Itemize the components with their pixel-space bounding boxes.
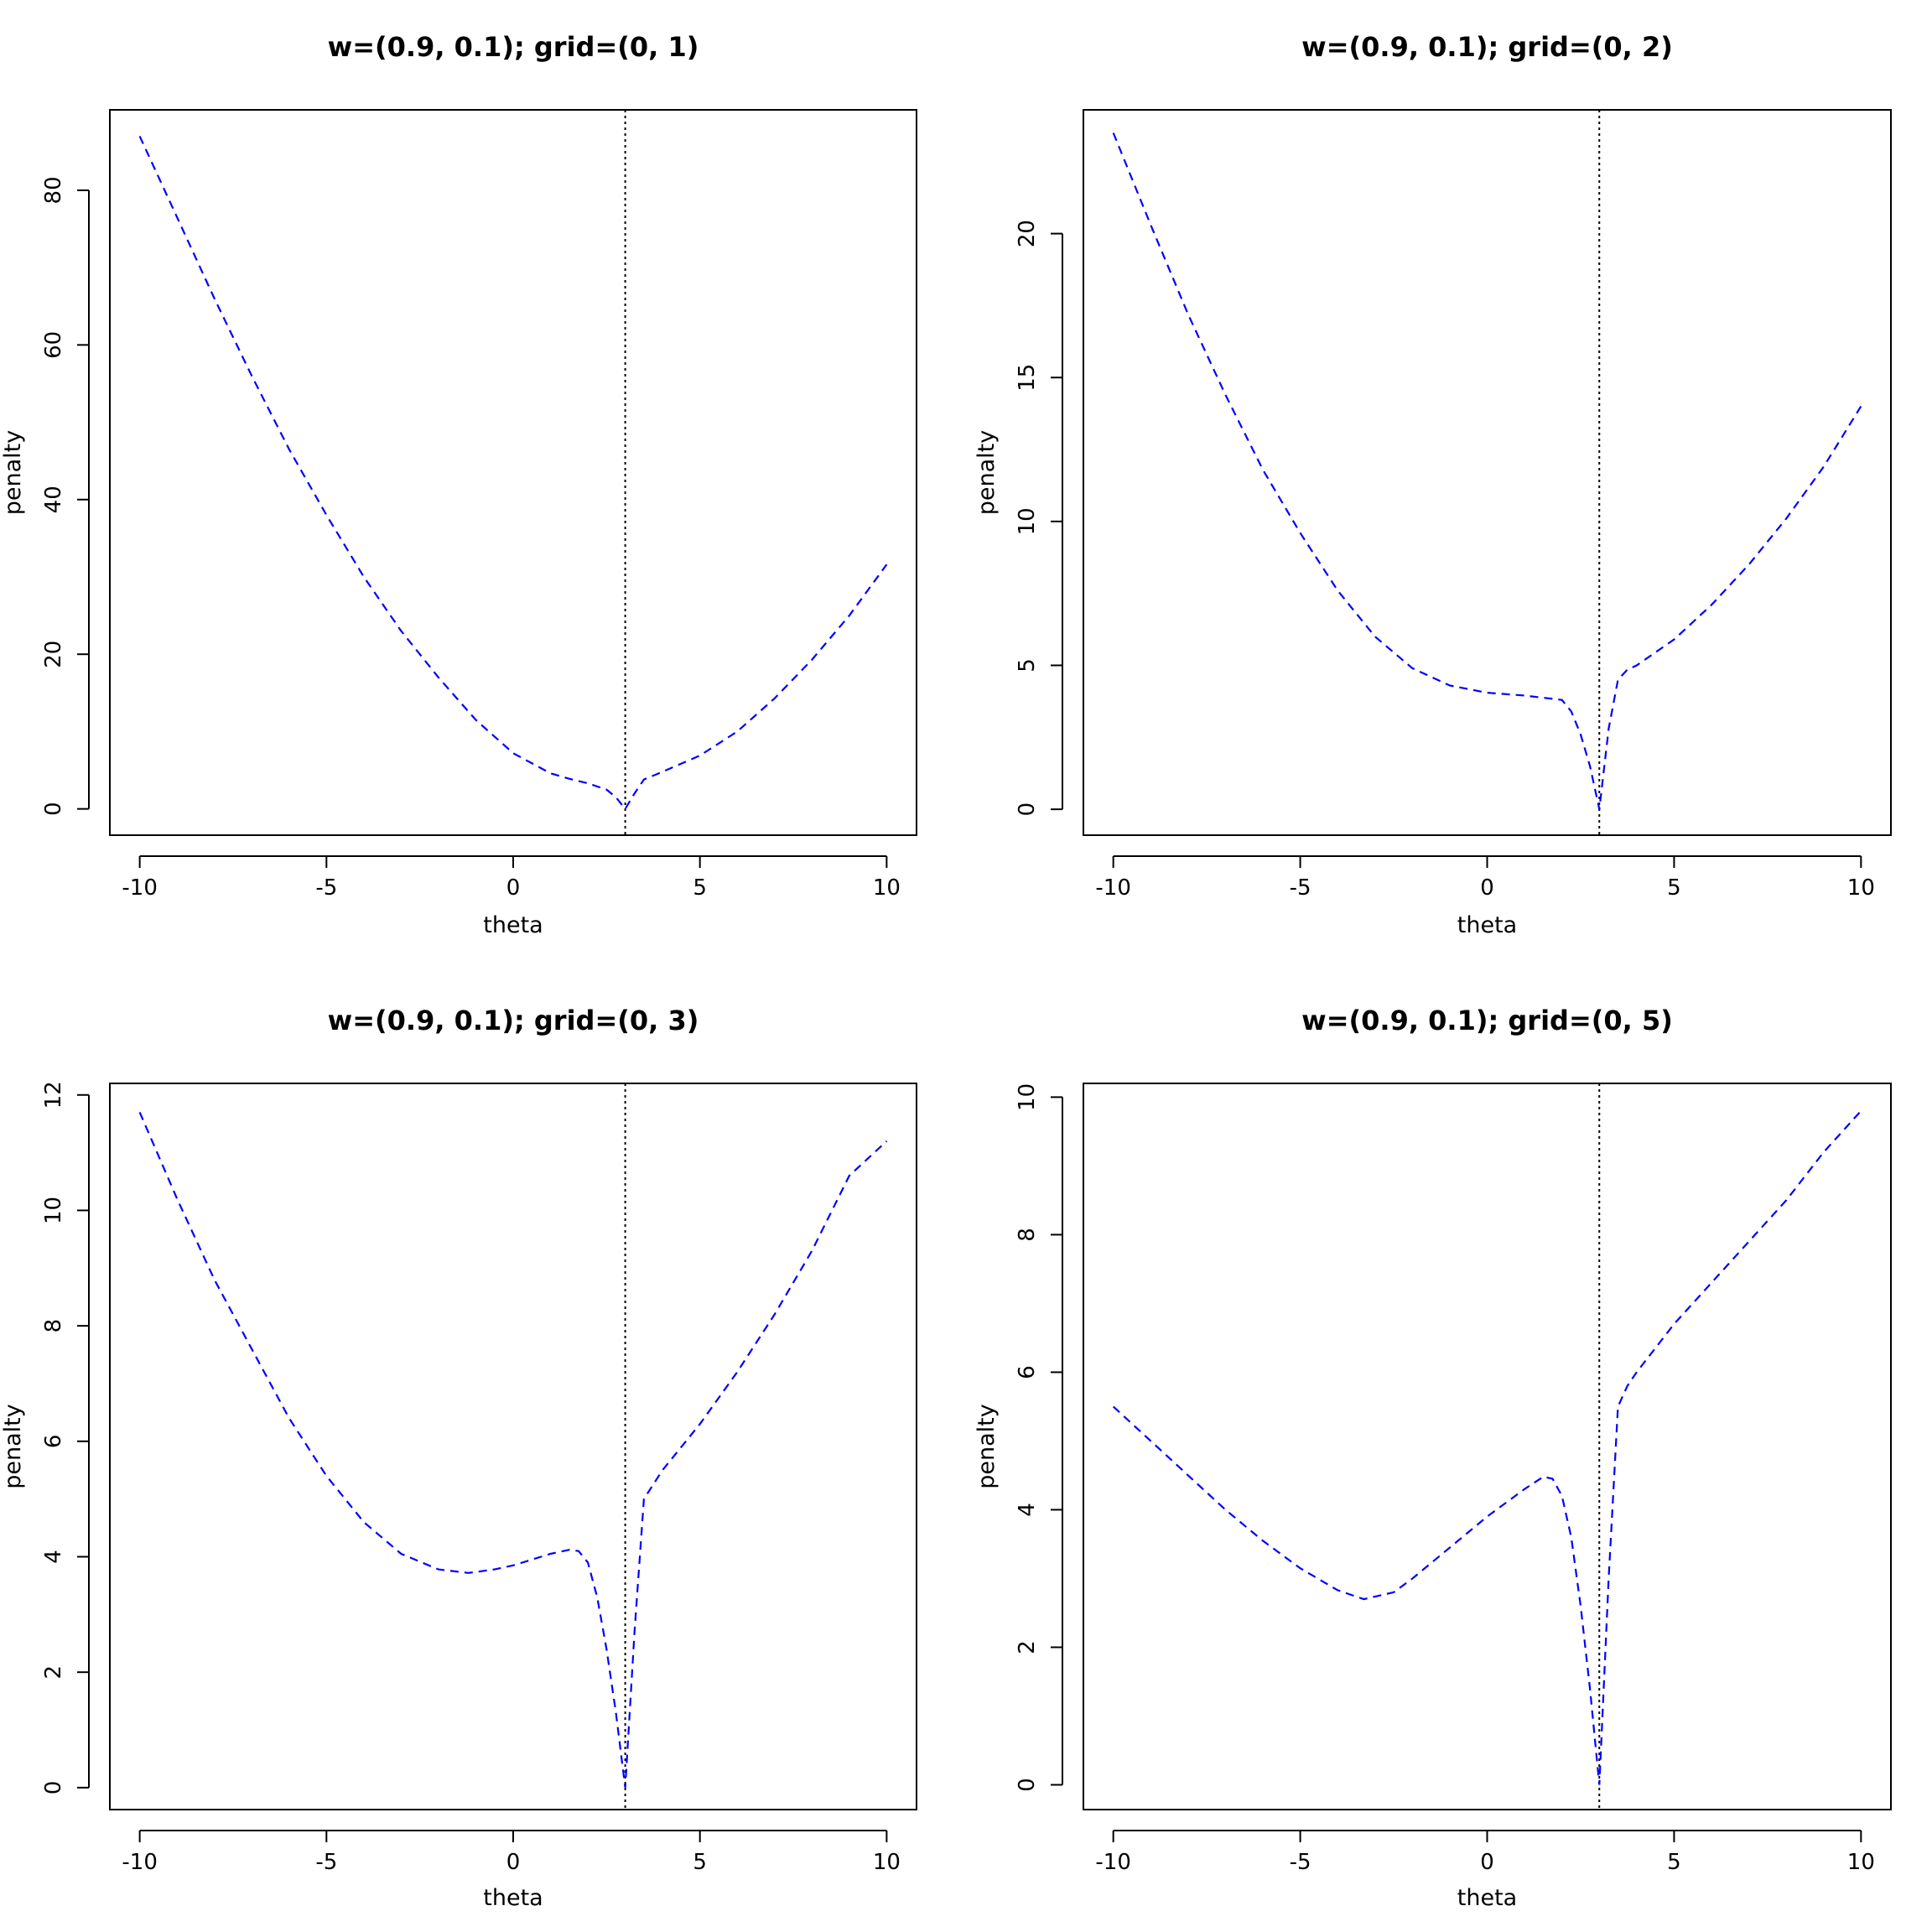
chart-panel-top-left: w=(0.9, 0.1); grid=(0, 1) -10 -5 0 5 10 0 20 40 6… (0, 31, 917, 938)
x-tick-label: 0 (1480, 1850, 1494, 1875)
chart-title: w=(0.9, 0.1); grid=(0, 2) (1301, 31, 1673, 63)
y-tick-label: 8 (1015, 1228, 1040, 1242)
penalty-series-line (1112, 1110, 1862, 1785)
x-tick-label: 0 (506, 875, 521, 901)
x-tick-label: 5 (693, 875, 707, 901)
x-tick-label: 5 (1667, 875, 1681, 901)
x-tick-label: 10 (1847, 875, 1875, 901)
y-tick-label: 15 (1015, 364, 1040, 392)
x-tick-label: -10 (122, 875, 157, 901)
y-tick-label: 0 (41, 802, 66, 816)
chart-title: w=(0.9, 0.1); grid=(0, 5) (1301, 1005, 1673, 1036)
y-tick-label: 12 (41, 1081, 66, 1109)
chart-title: w=(0.9, 0.1); grid=(0, 3) (328, 1005, 699, 1036)
plot-frame (1083, 109, 1892, 836)
y-tick-label: 4 (1015, 1503, 1040, 1517)
plot-frame (109, 1083, 917, 1810)
x-tick-label: 5 (1667, 1850, 1681, 1875)
y-tick-label: 6 (41, 1435, 66, 1449)
x-tick-label: 5 (693, 1850, 707, 1875)
y-axis-label: penalty (974, 1404, 1000, 1488)
chart-panel-bottom-right: w=(0.9, 0.1); grid=(0, 5) -10 -5 0 5 10 0 2 4 6 8 1… (974, 1005, 1892, 1911)
y-tick-label: 5 (1015, 658, 1040, 673)
y-tick-label: 6 (1015, 1365, 1040, 1379)
plot-frame (109, 109, 917, 836)
y-axis-label: penalty (0, 1404, 26, 1488)
y-tick-label: 2 (1015, 1640, 1040, 1654)
x-tick-label: 10 (1847, 1850, 1875, 1875)
y-tick-label: 10 (41, 1197, 66, 1224)
x-tick-label: -10 (1095, 875, 1130, 901)
y-tick-label: 0 (41, 1781, 66, 1795)
x-tick-label: -5 (1290, 875, 1311, 901)
penalty-series-line (138, 1111, 888, 1788)
y-axis-label: penalty (0, 430, 26, 515)
x-tick-label: -5 (315, 875, 337, 901)
x-tick-label: -10 (1095, 1850, 1130, 1875)
y-tick-label: 0 (1015, 1778, 1040, 1792)
x-tick-label: -5 (315, 1850, 337, 1875)
y-tick-label: 40 (41, 486, 66, 513)
y-tick-label: 80 (41, 176, 66, 204)
y-tick-label: 0 (1015, 802, 1040, 817)
y-tick-label: 20 (1015, 220, 1040, 247)
y-tick-label: 4 (41, 1550, 66, 1564)
y-tick-label: 10 (1015, 507, 1040, 535)
x-axis-label: theta (1457, 1885, 1517, 1911)
x-axis-label: theta (483, 912, 543, 938)
y-tick-label: 10 (1015, 1083, 1040, 1111)
plot-frame (1083, 1083, 1892, 1810)
x-tick-label: 10 (873, 1850, 901, 1875)
x-axis-label: theta (1457, 912, 1517, 938)
penalty-series-line (1112, 132, 1862, 810)
y-axis-label: penalty (974, 430, 1000, 515)
chart-panel-top-right: w=(0.9, 0.1); grid=(0, 2) -10 -5 0 5 10 0 5 10 15… (974, 31, 1892, 938)
chart-panel-bottom-left: w=(0.9, 0.1); grid=(0, 3) -10 -5 0 5 10 0 2 4 6 8 1… (0, 1005, 917, 1911)
x-tick-label: 0 (506, 1850, 521, 1875)
chart-title: w=(0.9, 0.1); grid=(0, 1) (328, 31, 699, 63)
x-tick-label: -10 (122, 1850, 157, 1875)
y-tick-label: 60 (41, 331, 66, 359)
y-tick-label: 2 (41, 1665, 66, 1680)
penalty-series-line (138, 135, 888, 811)
x-tick-label: 0 (1480, 875, 1494, 901)
y-tick-label: 20 (41, 641, 66, 668)
x-tick-label: 10 (873, 875, 901, 901)
x-axis-label: theta (483, 1885, 543, 1911)
y-tick-label: 8 (41, 1319, 66, 1333)
x-tick-label: -5 (1290, 1850, 1311, 1875)
